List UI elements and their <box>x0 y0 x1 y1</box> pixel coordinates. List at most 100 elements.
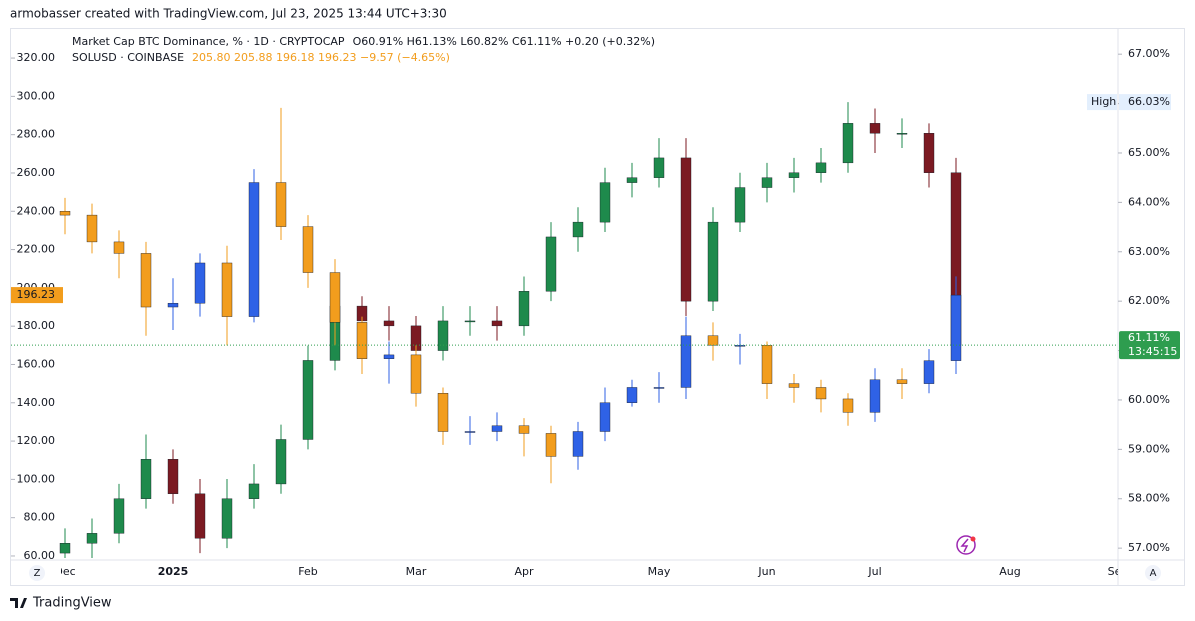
candle-body <box>437 392 449 432</box>
x-tick-label: Dec <box>54 565 75 578</box>
candle-body <box>707 221 719 302</box>
candle-body <box>302 360 314 440</box>
header: armobasser created with TradingView.com,… <box>10 7 447 21</box>
candle-body <box>599 402 611 432</box>
logo-mark <box>10 598 27 608</box>
time-axis: Dec 2025 Feb Mar Apr May Jun Jul Aug Sep <box>54 565 1129 578</box>
y2-tick-label: 59.00% <box>1128 442 1170 455</box>
y2-tick-label: 63.00% <box>1128 245 1170 258</box>
high-title: High <box>1091 95 1116 108</box>
legend-values: O60.91% H61.13% L60.82% C61.11% +0.20 (+… <box>353 35 655 48</box>
y-tick-label: 220.00 <box>17 243 56 256</box>
candle-body <box>248 182 260 317</box>
candle-body <box>59 211 71 216</box>
x-tick-label: Sep <box>1108 565 1129 578</box>
y-tick-label: 120.00 <box>17 434 56 447</box>
candle-body <box>815 387 827 400</box>
candle-body <box>410 354 422 394</box>
candle-body <box>464 320 476 323</box>
logo: TradingView <box>10 596 112 611</box>
legend-values: 205.80 205.88 196.18 196.23 −9.57 (−4.65… <box>192 51 450 64</box>
event-icon[interactable] <box>956 535 976 555</box>
candle-body <box>383 354 395 359</box>
sol-price-label: 196.23 <box>17 288 56 301</box>
x-tick-label: Jun <box>757 565 775 578</box>
candle-body <box>221 498 233 539</box>
candle-body <box>653 387 665 389</box>
x-tick-label: Apr <box>514 565 534 578</box>
candle-body <box>491 320 503 327</box>
y2-tick-label: 60.00% <box>1128 393 1170 406</box>
candle-body <box>518 425 530 434</box>
x-tick-label: Jul <box>867 565 881 578</box>
candle-body <box>734 187 746 223</box>
y-tick-label: 260.00 <box>17 166 56 179</box>
candle-body <box>572 221 584 238</box>
candle-body <box>275 182 287 227</box>
candle-body <box>842 398 854 413</box>
zoom-button[interactable] <box>29 565 45 581</box>
plot <box>59 102 962 559</box>
legend-name: SOLUSD · COINBASE <box>72 51 184 64</box>
y2-tick-label: 65.00% <box>1128 146 1170 159</box>
high-tag <box>1119 94 1171 111</box>
candle-body <box>572 431 584 457</box>
y-tick-label: 180.00 <box>17 319 56 332</box>
candle-body <box>680 335 692 388</box>
candle-body <box>140 459 152 499</box>
candle-body <box>221 262 233 317</box>
candle-body <box>383 320 395 327</box>
y-tick-label: 280.00 <box>17 128 56 141</box>
candle-body <box>275 439 287 485</box>
last-price-label: 61.11% <box>1128 331 1170 344</box>
candle-body <box>302 226 314 273</box>
candle-body <box>329 272 341 323</box>
y-tick-label: 100.00 <box>17 472 56 485</box>
y2-tick-label: 58.00% <box>1128 492 1170 505</box>
candle-body <box>788 172 800 178</box>
candle-body <box>788 383 800 388</box>
x-tick-label: May <box>648 565 671 578</box>
y2-tick-label: 57.00% <box>1128 541 1170 554</box>
candle-body <box>626 177 638 183</box>
high-title-bg <box>1087 94 1117 111</box>
candle-body <box>86 214 98 243</box>
candle-body <box>599 182 611 223</box>
y-tick-label: 140.00 <box>17 396 56 409</box>
x-tick-label: Feb <box>298 565 317 578</box>
candle-body <box>869 379 881 413</box>
candle-body <box>464 431 476 433</box>
candle-body <box>761 177 773 188</box>
candle-body <box>707 335 719 346</box>
candle-body <box>167 302 179 308</box>
legend-name: Market Cap BTC Dominance, % · 1D · CRYPT… <box>72 35 345 48</box>
event-bolt <box>960 538 969 553</box>
zoom-icon: Z <box>34 568 41 579</box>
candle-body <box>194 493 206 539</box>
candle-body <box>167 459 179 495</box>
candle-body <box>437 320 449 351</box>
candle-body <box>545 433 557 457</box>
candle-body <box>194 262 206 304</box>
auto-scale-button[interactable] <box>1145 565 1161 581</box>
logo-text: TradingView <box>32 596 112 611</box>
candle-body <box>950 294 962 361</box>
candle-body <box>59 543 71 554</box>
auto-icon: A <box>1150 568 1157 579</box>
high-label: 66.03% <box>1128 95 1170 108</box>
candle-body <box>761 345 773 384</box>
candle-body <box>626 387 638 403</box>
y-tick-label: 300.00 <box>17 89 56 102</box>
y2-tick-label: 67.00% <box>1128 47 1170 60</box>
event-dot <box>970 536 976 542</box>
candle-body <box>896 379 908 384</box>
candle-body <box>356 322 368 359</box>
y-tick-label: 80.00 <box>24 511 56 524</box>
frame <box>10 28 1185 586</box>
x-tick-label: Mar <box>406 565 427 578</box>
candle-body <box>86 533 98 544</box>
y-tick-label: 160.00 <box>17 357 56 370</box>
candle-body <box>923 360 935 384</box>
